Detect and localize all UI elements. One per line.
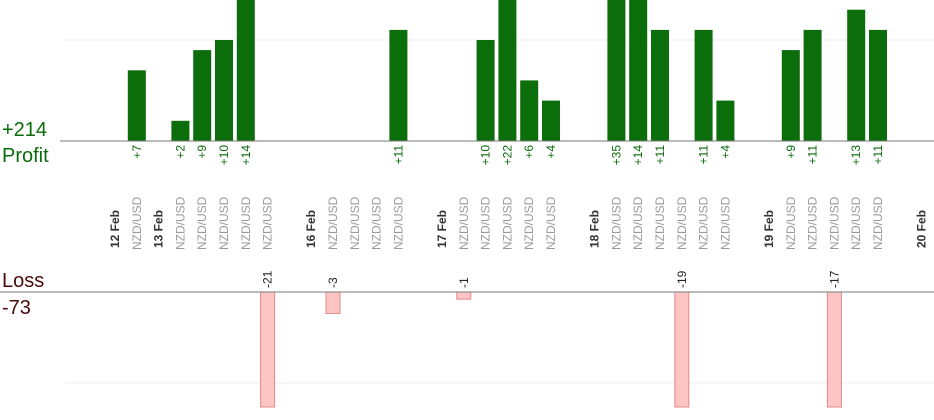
- profit-value-label: +13: [849, 145, 863, 166]
- profit-bar: [127, 70, 146, 141]
- loss-value-label: -19: [675, 270, 689, 288]
- pair-label: NZD/USD: [500, 196, 514, 250]
- profit-bar: [171, 120, 190, 141]
- loss-bar: [325, 291, 341, 314]
- pair-label: NZD/USD: [195, 196, 209, 250]
- date-label: 20 Feb: [915, 210, 929, 248]
- profit-value-label: +22: [500, 145, 514, 166]
- pair-label: NZD/USD: [631, 196, 645, 250]
- profit-bar: [869, 29, 887, 141]
- profit-bar: [847, 9, 866, 142]
- profit-value-label: +9: [784, 145, 798, 159]
- profit-bar: [629, 0, 648, 141]
- profit-bar: [651, 29, 669, 141]
- pair-label: NZD/USD: [718, 196, 732, 250]
- profit-value-label: +4: [718, 145, 732, 159]
- profit-value-label: +14: [239, 145, 253, 166]
- profit-value-label: +6: [522, 145, 536, 159]
- date-label: 19 Feb: [762, 210, 776, 248]
- pair-label: NZD/USD: [849, 196, 863, 250]
- profit-value-label: +14: [631, 145, 645, 166]
- pair-label: NZD/USD: [544, 196, 558, 250]
- pair-label: NZD/USD: [479, 196, 493, 250]
- profit-bar: [389, 29, 408, 141]
- profit-bar: [694, 29, 713, 141]
- loss-value-label: -17: [827, 270, 841, 288]
- pair-label: NZD/USD: [457, 196, 471, 250]
- profit-bar: [498, 0, 517, 141]
- pair-label: NZD/USD: [871, 196, 885, 250]
- profit-bar: [607, 0, 626, 141]
- profit-bar: [520, 80, 539, 141]
- pair-label: NZD/USD: [827, 196, 841, 250]
- date-label: 17 Feb: [435, 210, 449, 248]
- date-label: 12 Feb: [108, 210, 122, 248]
- loss-bar: [456, 291, 472, 300]
- profit-value-label: +35: [609, 145, 623, 166]
- loss-total: -73: [2, 297, 31, 319]
- profit-bar: [803, 29, 822, 141]
- profit-value-label: +11: [391, 145, 405, 165]
- profit-value-label: +10: [479, 145, 493, 166]
- pair-label: NZD/USD: [239, 196, 253, 250]
- loss-value-label: -21: [261, 270, 275, 288]
- profit-bar: [215, 40, 233, 141]
- profit-bar: [236, 0, 255, 141]
- loss-value-label: -3: [326, 277, 340, 288]
- pair-label: NZD/USD: [173, 196, 187, 250]
- pair-label: NZD/USD: [675, 196, 689, 250]
- pair-label: NZD/USD: [609, 196, 623, 250]
- pair-label: NZD/USD: [697, 196, 711, 250]
- pair-label: NZD/USD: [261, 196, 275, 250]
- pair-label: NZD/USD: [522, 196, 536, 250]
- profit-value-label: +9: [195, 145, 209, 159]
- profit-bar: [542, 100, 560, 141]
- date-label: 16 Feb: [304, 210, 318, 248]
- profit-value-label: +11: [653, 145, 667, 165]
- loss-bar: [674, 291, 690, 408]
- profit-bar: [193, 50, 212, 141]
- profit-value-label: +4: [544, 145, 558, 159]
- loss-bar: [826, 291, 842, 408]
- loss-bar: [260, 291, 276, 408]
- profit-total: +214: [2, 119, 48, 141]
- pair-label: NZD/USD: [130, 196, 144, 250]
- profit-value-label: +11: [697, 145, 711, 165]
- pair-label: NZD/USD: [653, 196, 667, 250]
- profit-bar: [476, 40, 495, 141]
- date-label: 13 Feb: [152, 210, 166, 248]
- profit-value-label: +10: [217, 145, 231, 166]
- pair-label: NZD/USD: [784, 196, 798, 250]
- date-label: 18 Feb: [588, 210, 602, 248]
- profit-bar: [716, 100, 735, 141]
- profit-value-label: +11: [806, 145, 820, 165]
- pair-label: NZD/USD: [348, 196, 362, 250]
- pair-label: NZD/USD: [326, 196, 340, 250]
- profit-label: Profit: [2, 145, 49, 167]
- pair-label: NZD/USD: [217, 196, 231, 250]
- pair-label: NZD/USD: [391, 196, 405, 250]
- profit-value-label: +11: [871, 145, 885, 165]
- profit-value-label: +2: [173, 145, 187, 159]
- profit-bar: [781, 50, 800, 141]
- pair-label: NZD/USD: [806, 196, 820, 250]
- profit-value-label: +7: [130, 145, 144, 159]
- loss-value-label: -1: [457, 277, 471, 288]
- pair-label: NZD/USD: [370, 196, 384, 250]
- loss-label: Loss: [2, 270, 45, 292]
